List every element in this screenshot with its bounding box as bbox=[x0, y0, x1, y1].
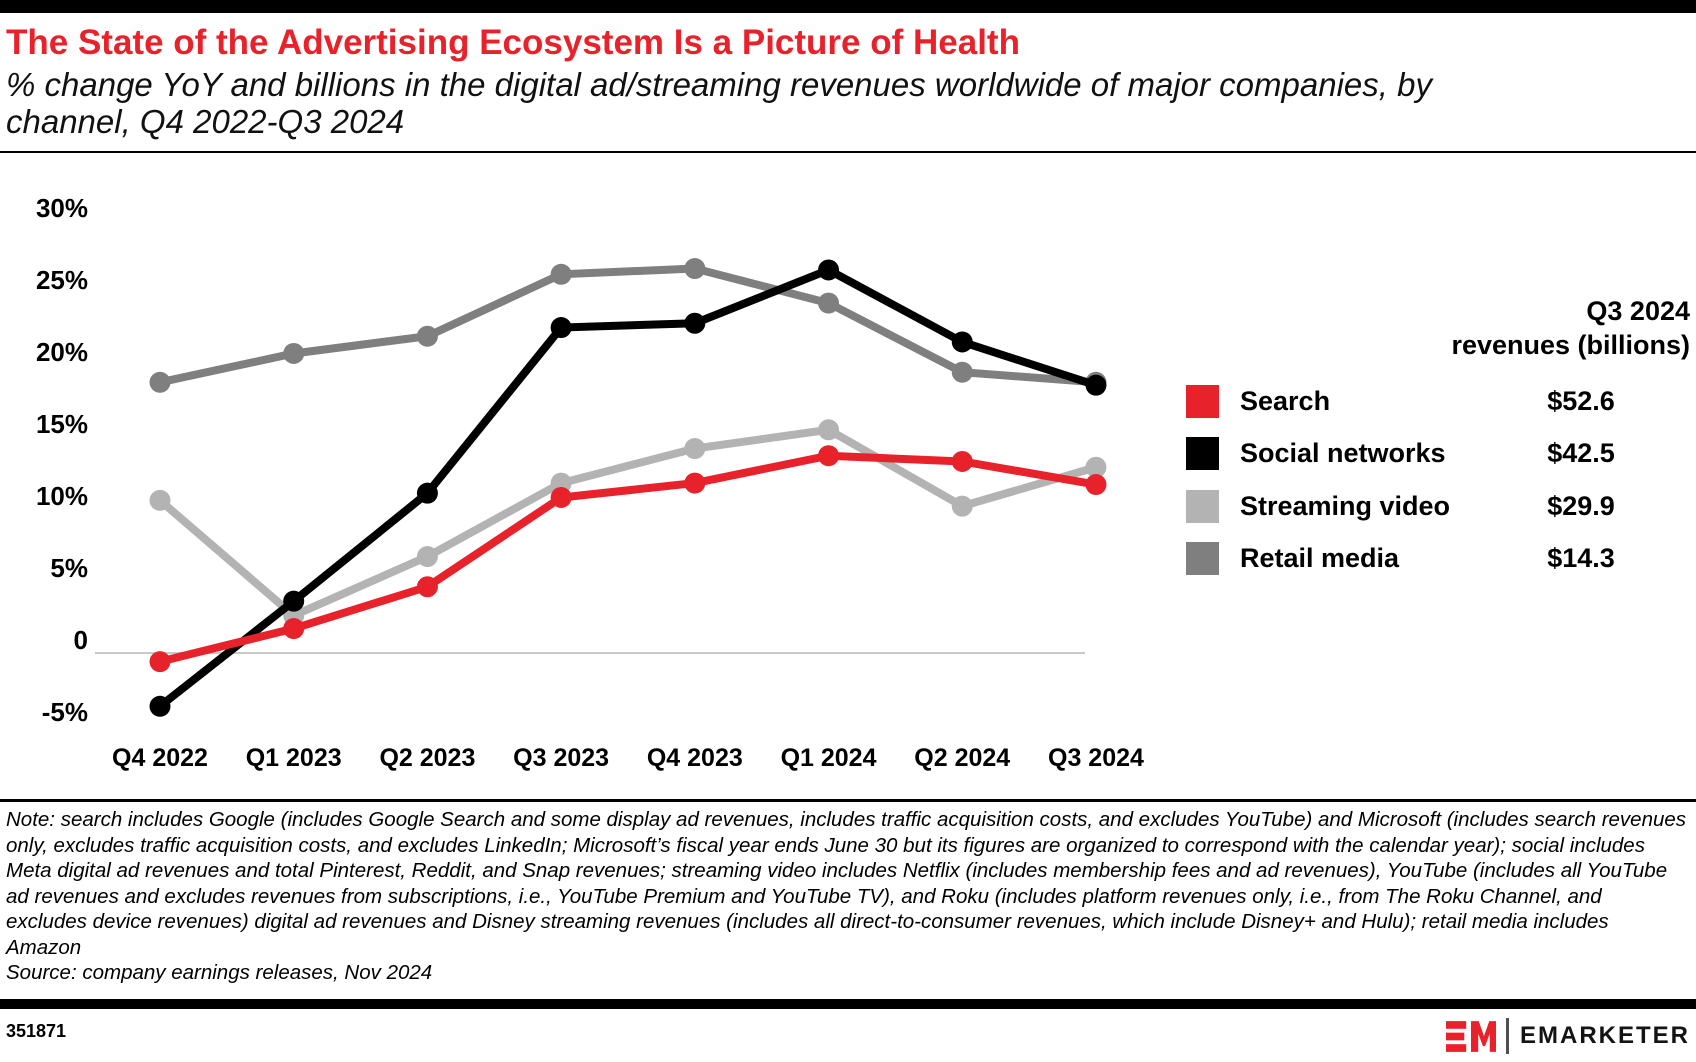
y-tick-0: 0 bbox=[73, 625, 88, 655]
series-line-social-networks bbox=[157, 265, 1098, 710]
series-line-streaming-video bbox=[157, 425, 1098, 621]
legend-label-retail-media: Retail media bbox=[1240, 542, 1400, 573]
legend-header-line-1: Q3 2024 bbox=[1586, 296, 1690, 326]
data-point-streaming-video-q3-2023 bbox=[550, 472, 572, 494]
x-tick-q4-2023: Q4 2023 bbox=[646, 744, 743, 772]
data-point-streaming-video-q2-2024 bbox=[951, 495, 973, 517]
data-point-streaming-video-q1-2024 bbox=[818, 419, 840, 441]
data-point-search-q3-2023 bbox=[550, 486, 572, 508]
data-point-search-q4-2022 bbox=[149, 651, 171, 673]
y-tick-25: 25% bbox=[35, 265, 88, 295]
brand-divider bbox=[1505, 1018, 1509, 1054]
x-tick-q1-2024: Q1 2024 bbox=[780, 744, 877, 772]
x-tick-q1-2023: Q1 2023 bbox=[245, 744, 342, 772]
emarketer-em-icon bbox=[1445, 1020, 1496, 1052]
legend-row-streaming-video: Streaming video $29.9 bbox=[1186, 489, 1666, 523]
data-point-social-networks-q3-2024 bbox=[1085, 374, 1107, 396]
top-bar-accent bbox=[0, 0, 1696, 13]
header-divider bbox=[0, 151, 1696, 153]
x-tick-q4-2022: Q4 2022 bbox=[112, 744, 208, 772]
series-line-search bbox=[159, 451, 1097, 666]
x-tick-q2-2024: Q2 2024 bbox=[914, 744, 1011, 772]
x-tick-q2-2023: Q2 2023 bbox=[379, 744, 476, 772]
brand-logo: EMARKETER bbox=[1445, 1016, 1690, 1056]
y-tick-5: 5% bbox=[50, 553, 88, 583]
data-point-search-q2-2023 bbox=[416, 576, 438, 598]
legend-label-social-networks: Social networks bbox=[1240, 438, 1446, 469]
legend-swatch-search bbox=[1186, 385, 1219, 418]
y-tick-10: 10% bbox=[35, 481, 88, 511]
legend-swatch-social-networks bbox=[1186, 437, 1219, 471]
legend-swatch-retail-media bbox=[1186, 541, 1219, 575]
data-point-retail-media-q4-2022 bbox=[149, 371, 171, 393]
legend-value-search: $52.6 bbox=[1547, 386, 1615, 416]
y-tick-30: 30% bbox=[35, 193, 88, 223]
source-text: Source: company earnings releases, Nov 2… bbox=[6, 961, 433, 984]
legend-value-retail-media: $14.3 bbox=[1547, 542, 1615, 573]
data-point-retail-media-q1-2023 bbox=[283, 342, 305, 364]
legend-row-social-networks: Social networks $42.5 bbox=[1186, 437, 1666, 471]
y-tick-15: 15% bbox=[35, 409, 88, 439]
series-line-retail-media bbox=[159, 264, 1097, 387]
y-tick-neg5: -5% bbox=[41, 697, 88, 727]
data-point-social-networks-q2-2024 bbox=[951, 331, 973, 353]
legend-label-search: Search bbox=[1240, 386, 1331, 416]
chart-subtitle: % change YoY and billions in the digital… bbox=[6, 66, 1546, 140]
legend-value-social-networks: $42.5 bbox=[1547, 438, 1615, 469]
x-tick-q3-2024: Q3 2024 bbox=[1048, 744, 1144, 772]
chart-title: The State of the Advertising Ecosystem I… bbox=[6, 23, 1020, 62]
data-point-social-networks-q4-2022 bbox=[149, 695, 171, 717]
data-point-social-networks-q1-2024 bbox=[818, 259, 840, 281]
data-point-search-q1-2023 bbox=[283, 618, 305, 640]
data-point-social-networks-q1-2023 bbox=[283, 590, 305, 612]
legend-swatch-streaming-video bbox=[1186, 489, 1219, 523]
data-point-search-q4-2023 bbox=[684, 472, 706, 494]
chart-id: 351871 bbox=[6, 1021, 67, 1041]
legend-row-search: Search $52.6 bbox=[1186, 385, 1666, 418]
data-point-streaming-video-q4-2022 bbox=[149, 489, 171, 511]
data-point-search-q3-2024 bbox=[1085, 474, 1107, 496]
legend-label-streaming-video: Streaming video bbox=[1240, 490, 1451, 521]
legend-header: Q3 2024 revenues (billions) bbox=[1270, 294, 1690, 362]
data-point-streaming-video-q3-2024 bbox=[1085, 456, 1107, 478]
data-point-search-q1-2024 bbox=[818, 445, 840, 467]
line-chart-canvas bbox=[95, 258, 1107, 717]
chart-subtitle-line-1: % change YoY and billions in the digital… bbox=[6, 66, 1432, 103]
data-point-retail-media-q2-2024 bbox=[951, 361, 973, 383]
footnote-block: Note: search includes Google (includes G… bbox=[6, 807, 1688, 986]
data-point-retail-media-q1-2024 bbox=[818, 292, 840, 314]
data-point-retail-media-q2-2023 bbox=[416, 325, 438, 347]
data-point-social-networks-q4-2023 bbox=[684, 312, 706, 334]
note-divider bbox=[0, 799, 1696, 802]
data-point-social-networks-q2-2023 bbox=[416, 482, 438, 504]
data-point-search-q2-2024 bbox=[951, 450, 973, 472]
data-point-streaming-video-q4-2023 bbox=[684, 438, 706, 460]
legend-row-retail-media: Retail media $14.3 bbox=[1186, 541, 1666, 575]
data-point-retail-media-q3-2023 bbox=[550, 263, 572, 285]
data-point-social-networks-q3-2023 bbox=[550, 317, 572, 339]
brand-wordmark: EMARKETER bbox=[1519, 1022, 1690, 1049]
y-tick-20: 20% bbox=[35, 337, 88, 367]
bottom-bar-accent bbox=[0, 999, 1696, 1009]
note-text: Note: search includes Google (includes G… bbox=[6, 808, 1687, 959]
data-point-streaming-video-q2-2023 bbox=[416, 546, 438, 568]
data-point-retail-media-q4-2023 bbox=[684, 258, 706, 280]
legend-value-streaming-video: $29.9 bbox=[1547, 490, 1615, 521]
chart-subtitle-line-2: channel, Q4 2022-Q3 2024 bbox=[6, 103, 405, 140]
legend-header-line-2: revenues (billions) bbox=[1451, 330, 1690, 360]
x-tick-q3-2023: Q3 2023 bbox=[513, 744, 610, 772]
plot-area: 30% 25% 20% 15% 10% 5% 0 -5% Q4 2022 Q1 2023 Q2 2… bbox=[0, 165, 1144, 810]
